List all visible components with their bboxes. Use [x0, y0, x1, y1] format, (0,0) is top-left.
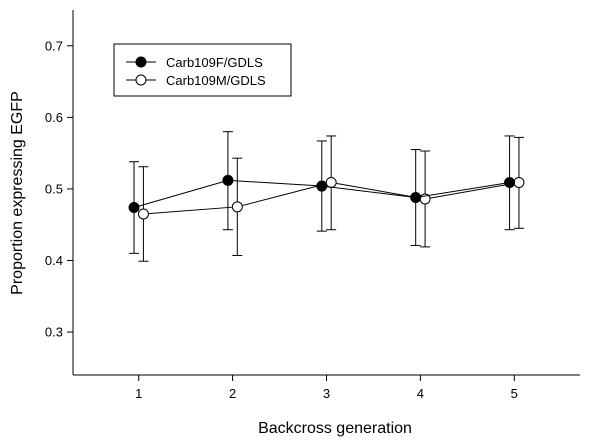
- x-axis-title: Backcross generation: [258, 420, 412, 437]
- data-point: [504, 176, 516, 188]
- x-tick-label: 1: [135, 386, 142, 401]
- data-point: [231, 201, 243, 213]
- legend: Carb109F/GDLS Carb109M/GDLS: [113, 43, 292, 97]
- data-layer: [128, 131, 525, 262]
- data-point: [410, 192, 422, 204]
- data-point: [325, 176, 337, 188]
- y-tick-label: 0.4: [45, 253, 63, 268]
- x-tick-label: 3: [323, 386, 330, 401]
- data-point: [513, 176, 525, 188]
- x-tick-label: 4: [417, 386, 424, 401]
- data-point: [137, 208, 149, 220]
- y-tick-label: 0.3: [45, 325, 63, 340]
- y-tick-label: 0.7: [45, 38, 63, 53]
- y-axis-title: Proportion expressing EGFP: [9, 91, 26, 295]
- data-point: [222, 174, 234, 186]
- data-point: [128, 202, 140, 214]
- x-tick-label: 5: [511, 386, 518, 401]
- data-point: [316, 180, 328, 192]
- legend-marker-1: [135, 74, 147, 86]
- series-1: [137, 135, 525, 262]
- legend-marker-0: [135, 56, 147, 68]
- y-tick-label: 0.5: [45, 181, 63, 196]
- x-tick-label: 2: [229, 386, 236, 401]
- legend-label-0: Carb109F/GDLS: [166, 55, 263, 70]
- series-0: [128, 131, 516, 254]
- y-tick-label: 0.6: [45, 110, 63, 125]
- legend-box: [113, 43, 292, 97]
- legend-label-1: Carb109M/GDLS: [166, 73, 266, 88]
- ticks: 0.3 0.4 0.5 0.6 0.7 1 2 3 4 5: [45, 38, 518, 401]
